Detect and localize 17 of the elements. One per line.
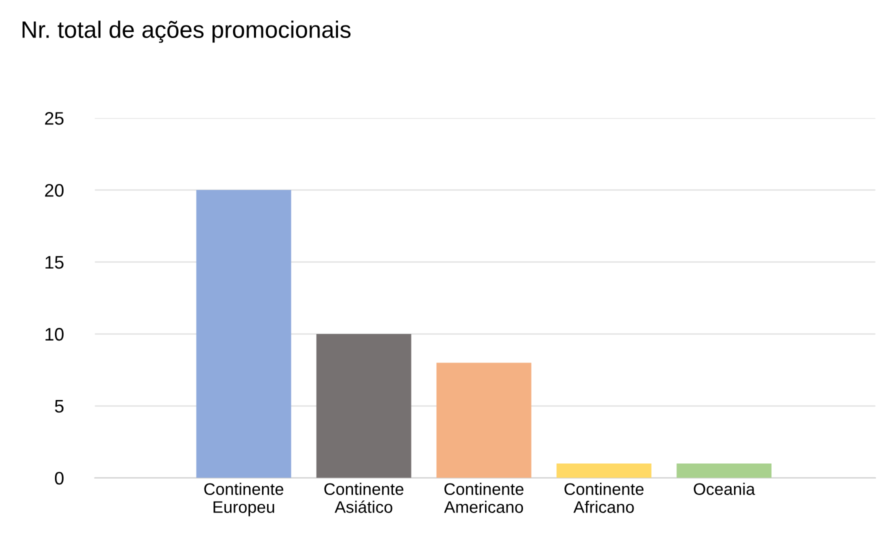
y-tick-label: 20 bbox=[45, 184, 64, 197]
x-tick-label: Oceania bbox=[694, 482, 756, 496]
bar bbox=[436, 362, 532, 478]
x-tick-label: Continente Asiático bbox=[324, 482, 404, 513]
y-tick-label: 0 bbox=[54, 472, 64, 485]
bar bbox=[556, 464, 652, 478]
y-tick-label: 10 bbox=[46, 328, 64, 341]
x-tick-label: Continente Africano bbox=[564, 482, 644, 513]
bar bbox=[676, 464, 772, 478]
bar bbox=[196, 190, 292, 478]
chart-title: Nr. total de ações promocionais bbox=[22, 20, 351, 43]
x-tick-label: Continente Europeu bbox=[204, 482, 284, 516]
y-tick-label: 25 bbox=[45, 112, 64, 125]
bar bbox=[316, 334, 412, 478]
y-tick-label: 15 bbox=[46, 256, 64, 269]
y-tick-label: 5 bbox=[54, 400, 64, 413]
x-tick-label: Continente Americano bbox=[444, 482, 524, 513]
